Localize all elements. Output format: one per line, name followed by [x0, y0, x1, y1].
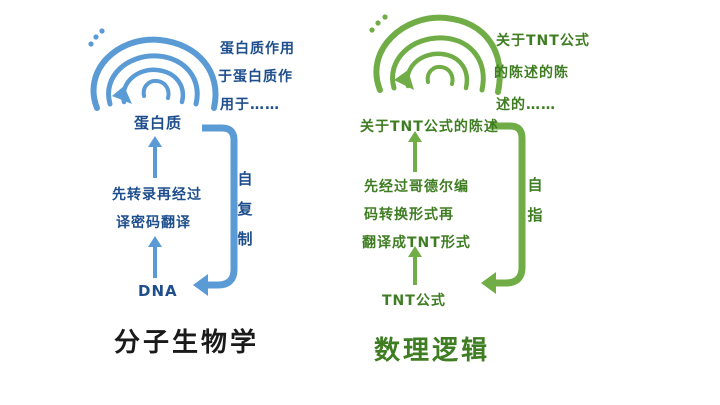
swirl-arc-3 [121, 67, 186, 105]
loop-arrowhead [481, 272, 496, 294]
loop-bracket [202, 124, 238, 289]
swirl-arc-2 [390, 35, 486, 93]
side-text-line-2: 的陈述的陈 [494, 65, 569, 81]
mathematical-logic-diagram [369, 14, 526, 294]
side-text-line-2: 于蛋白质作 [218, 69, 293, 85]
loop-arrowhead [193, 274, 208, 296]
molecular-biology-panel: 蛋白质作用 于蛋白质作 用于…… 蛋白质 先转录再经过 译密码翻译 DNA 自复… [88, 28, 295, 358]
up-arrow-lower-head [408, 246, 422, 257]
side-text-line-1: 关于TNT公式 [496, 33, 590, 49]
dot [99, 28, 105, 34]
panel-title: 分子生物学 [114, 328, 260, 358]
up-arrow-lower-head [148, 236, 162, 247]
swirl-arrowhead [112, 86, 132, 104]
swirl-arc-inner [141, 78, 171, 100]
loop-label: 自指 [527, 176, 543, 224]
side-text-line-3: 述的…… [496, 97, 556, 113]
middle-text-line-2: 译密码翻译 [116, 215, 191, 231]
middle-text-line-1: 先转录再经过 [112, 187, 202, 203]
middle-text-line-1: 先经过哥德尔编 [364, 179, 469, 195]
loop-label: 自复制 [237, 170, 253, 248]
molecular-biology-diagram [88, 28, 238, 296]
side-text-line-3: 用于…… [220, 97, 280, 113]
swirl-arc-2 [106, 53, 200, 107]
bottom-label-dna: DNA [138, 282, 178, 300]
dot [369, 27, 375, 33]
panel-title: 数理逻辑 [374, 336, 491, 366]
top-label-statement: 关于TNT公式的陈述 [360, 119, 499, 135]
dot [382, 14, 388, 20]
swirl-arc-inner [425, 64, 455, 86]
middle-text-line-3: 翻译成TNT形式 [362, 235, 471, 251]
dot [88, 41, 94, 47]
side-text-line-1: 蛋白质作用 [220, 41, 295, 57]
swirl-arc-outer [373, 14, 503, 95]
bottom-label-tnt: TNT公式 [382, 293, 446, 309]
mathematical-logic-panel: 关于TNT公式 的陈述的陈 述的…… 关于TNT公式的陈述 先经过哥德尔编 码转… [360, 0, 720, 405]
top-label-protein: 蛋白质 [134, 114, 183, 132]
swirl-arc-3 [405, 51, 470, 91]
up-arrow-upper-head [408, 131, 422, 142]
dot [375, 20, 381, 26]
dot [93, 34, 99, 40]
up-arrow-upper-head [148, 136, 162, 147]
middle-text-line-2: 码转换形式再 [364, 207, 454, 223]
swirl-arc-outer [90, 36, 219, 111]
loop-bracket [490, 122, 526, 287]
swirl-arrowhead [394, 70, 414, 90]
